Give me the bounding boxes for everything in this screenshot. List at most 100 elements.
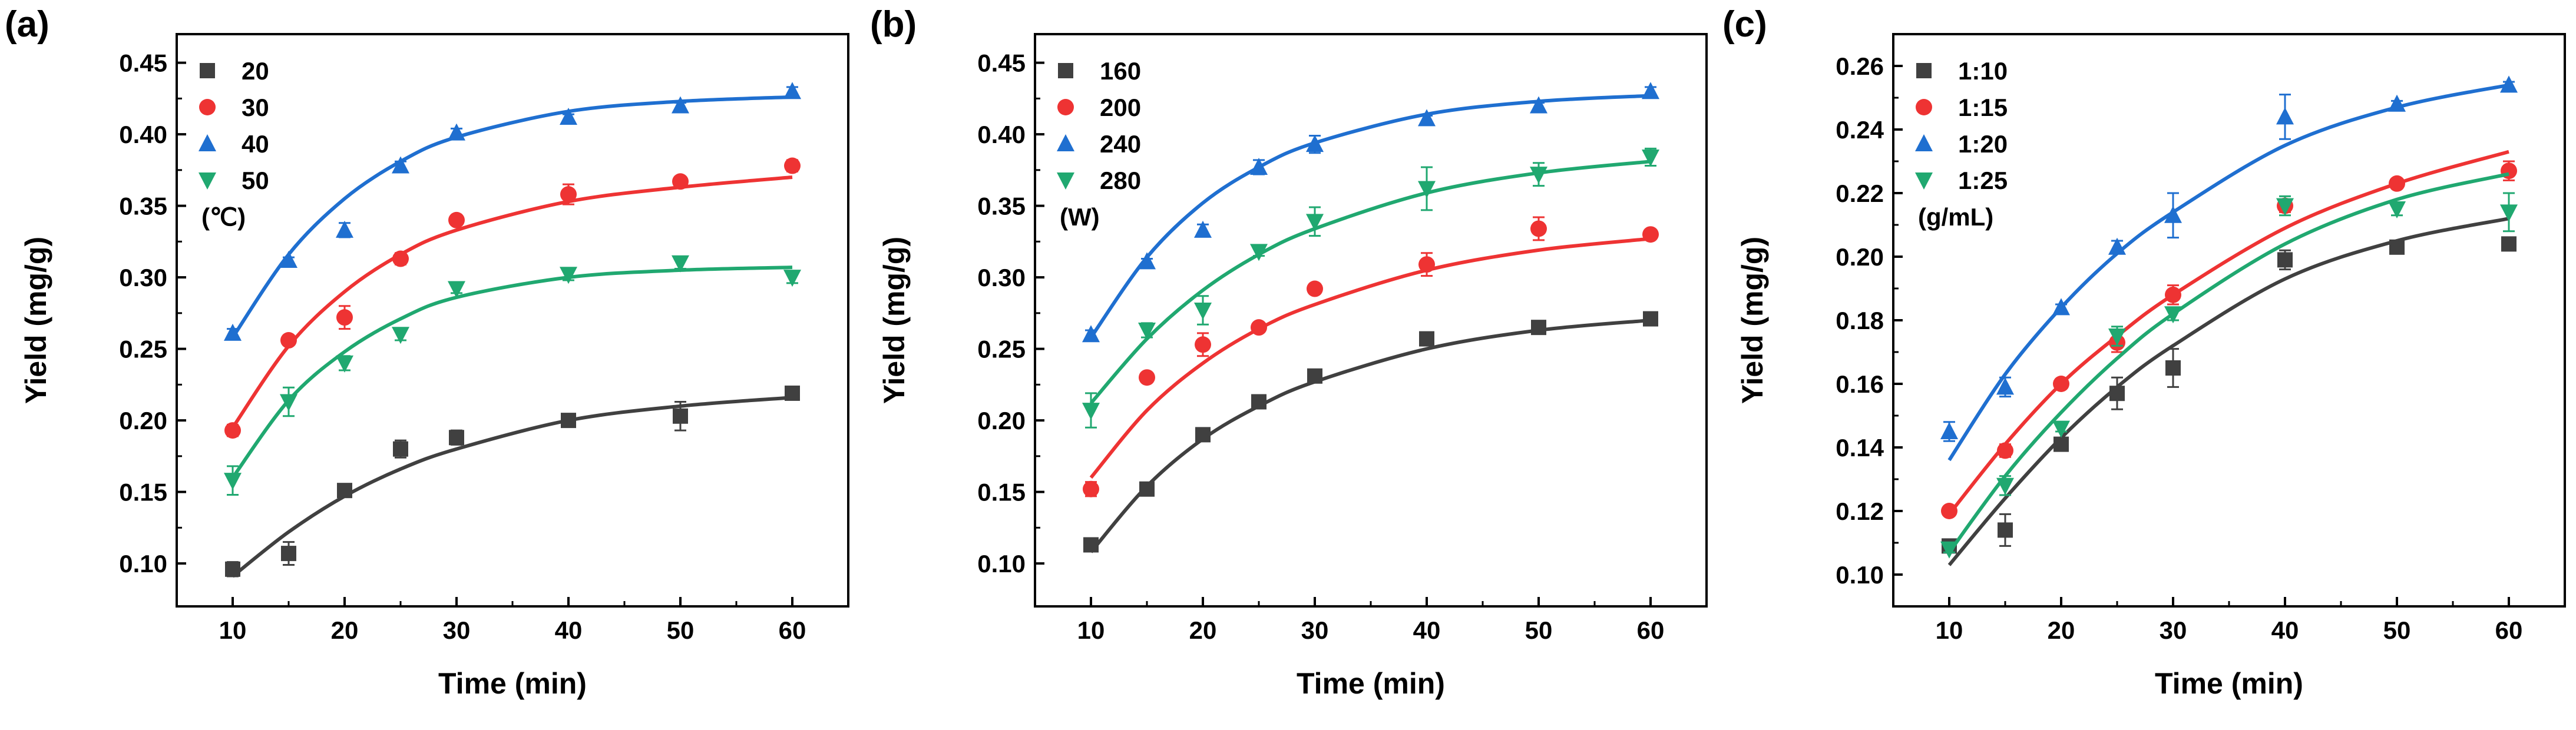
legend-marker bbox=[200, 63, 215, 78]
data-point bbox=[337, 483, 352, 499]
series-280 bbox=[1082, 147, 1659, 429]
data-point bbox=[1082, 403, 1100, 420]
data-point bbox=[224, 422, 241, 439]
y-tick-label: 0.18 bbox=[1836, 307, 1884, 334]
y-tick-label: 0.10 bbox=[977, 550, 1026, 578]
data-point bbox=[393, 441, 408, 457]
fit-curve bbox=[1947, 83, 2509, 462]
data-point bbox=[280, 332, 297, 349]
data-point bbox=[560, 107, 577, 125]
data-point bbox=[1138, 323, 1156, 340]
data-point bbox=[336, 220, 353, 238]
x-axis-title: Time (min) bbox=[438, 667, 587, 700]
legend-label: 40 bbox=[242, 130, 269, 158]
data-point bbox=[336, 309, 353, 326]
data-point bbox=[2165, 286, 2181, 303]
data-point bbox=[2052, 298, 2070, 316]
legend-marker bbox=[1916, 63, 1932, 78]
fit-curve bbox=[1089, 237, 1651, 479]
data-point bbox=[281, 546, 296, 562]
legend-marker bbox=[1058, 63, 1073, 78]
data-point bbox=[1418, 256, 1435, 273]
data-point bbox=[1195, 427, 1211, 443]
legend-marker bbox=[199, 172, 216, 190]
fit-curve bbox=[1089, 160, 1651, 404]
x-tick-label: 20 bbox=[2048, 616, 2075, 644]
x-tick-label: 60 bbox=[779, 616, 806, 644]
data-point bbox=[1940, 422, 1958, 439]
data-point bbox=[2501, 236, 2517, 252]
data-point bbox=[1306, 135, 1324, 152]
data-point bbox=[336, 355, 353, 373]
data-point bbox=[1531, 320, 1546, 336]
x-tick-label: 30 bbox=[1301, 616, 1329, 644]
y-tick-label: 0.40 bbox=[977, 121, 1026, 148]
data-point bbox=[224, 323, 242, 341]
data-point bbox=[1139, 481, 1155, 497]
data-point bbox=[1418, 109, 1436, 127]
x-tick-label: 40 bbox=[555, 616, 583, 644]
fit-curve bbox=[1947, 150, 2509, 516]
y-axis-title: Yield (mg/g) bbox=[19, 237, 52, 404]
series-20 bbox=[225, 385, 800, 578]
series-50 bbox=[224, 255, 801, 496]
legend-label: 280 bbox=[1100, 167, 1141, 194]
series-1:25 bbox=[1940, 172, 2518, 559]
legend: 160 200 240 280(W) bbox=[1057, 57, 1141, 231]
panel-label: (a) bbox=[5, 4, 49, 45]
data-point bbox=[1998, 522, 2013, 538]
data-point bbox=[2053, 436, 2069, 452]
fit-curve bbox=[232, 396, 793, 578]
y-tick-label: 0.16 bbox=[1836, 370, 1884, 398]
legend-label: 20 bbox=[242, 57, 269, 85]
x-tick-label: 30 bbox=[2160, 616, 2187, 644]
data-point bbox=[2108, 237, 2126, 255]
chart-panel-c: (c) 10 20 30 40 50 60 0.10 0.12 0.14 0.16 0.18 0.20… bbox=[1717, 0, 2575, 730]
x-tick-label: 20 bbox=[1189, 616, 1217, 644]
panel-label: (b) bbox=[870, 4, 917, 45]
data-point bbox=[1250, 244, 1268, 261]
y-tick-label: 0.10 bbox=[119, 550, 167, 578]
data-point bbox=[1138, 252, 1156, 270]
data-point bbox=[561, 413, 576, 429]
x-tick-label: 10 bbox=[1077, 616, 1105, 644]
data-point bbox=[2389, 239, 2405, 255]
y-tick-label: 0.25 bbox=[119, 336, 167, 363]
data-point bbox=[2164, 205, 2182, 223]
data-point bbox=[783, 82, 801, 99]
legend-label: 160 bbox=[1100, 57, 1141, 85]
series-1:20 bbox=[1940, 75, 2518, 462]
data-point bbox=[672, 255, 689, 273]
data-point bbox=[1530, 167, 1547, 184]
fit-curve bbox=[231, 95, 793, 339]
data-point bbox=[1530, 220, 1547, 237]
legend-unit: (℃) bbox=[201, 203, 246, 231]
chart-panel-b: (b) 10 20 30 40 50 60 0.10 0.15 0.20 0.25 0.30 0.35… bbox=[858, 0, 1717, 730]
legend-label: 200 bbox=[1100, 94, 1141, 121]
legend-marker bbox=[1057, 134, 1074, 151]
data-point bbox=[1306, 214, 1324, 231]
fit-curve bbox=[231, 175, 793, 429]
data-point bbox=[2389, 175, 2405, 192]
x-tick-label: 50 bbox=[1525, 616, 1553, 644]
y-tick-label: 0.20 bbox=[1836, 243, 1884, 271]
y-tick-label: 0.30 bbox=[977, 264, 1026, 291]
data-point bbox=[1251, 319, 1267, 336]
y-tick-label: 0.35 bbox=[119, 193, 167, 220]
legend-unit: (g/mL) bbox=[1918, 203, 1993, 231]
series-200 bbox=[1083, 216, 1659, 497]
chart-svg: 10 20 30 40 50 60 0.10 0.15 0.20 0.25 0.30 0.35 0.40… bbox=[878, 33, 1708, 700]
data-point bbox=[224, 473, 242, 490]
data-point bbox=[1194, 302, 1212, 320]
data-point bbox=[2277, 252, 2293, 268]
y-tick-label: 0.22 bbox=[1836, 180, 1884, 207]
data-point bbox=[449, 430, 464, 446]
data-point bbox=[1082, 325, 1100, 343]
series-1:15 bbox=[1941, 150, 2517, 519]
data-point bbox=[1530, 96, 1547, 114]
series-1:10 bbox=[1942, 217, 2517, 566]
x-tick-label: 40 bbox=[1413, 616, 1441, 644]
x-tick-label: 60 bbox=[2495, 616, 2523, 644]
data-point bbox=[392, 250, 409, 267]
data-point bbox=[673, 408, 688, 424]
